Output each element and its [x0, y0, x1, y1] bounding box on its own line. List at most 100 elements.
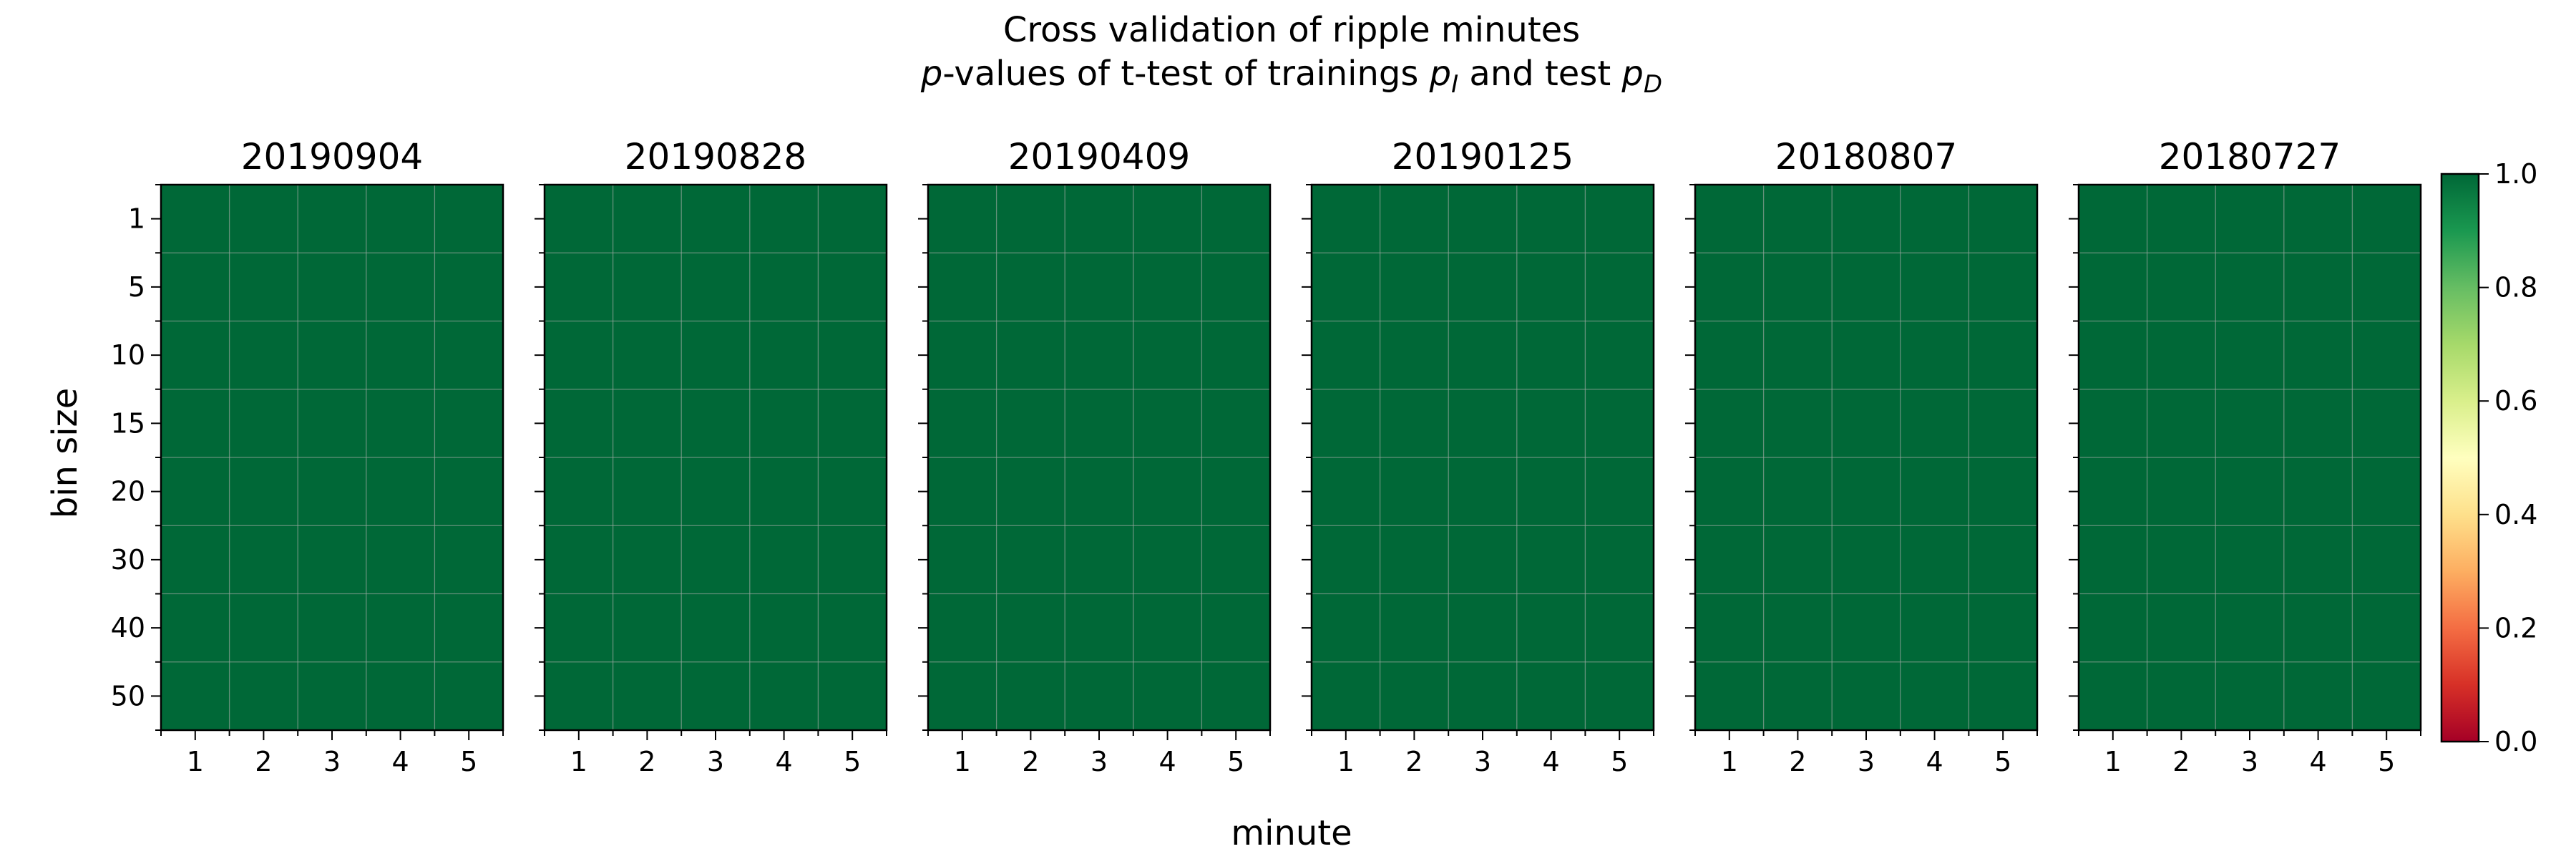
colorbar-gradient: [2440, 173, 2480, 743]
heatmap-cell: [1201, 321, 1271, 390]
heatmap-cell: [1201, 389, 1271, 458]
heatmap-cell: [229, 321, 298, 390]
heatmap-cell: [2147, 661, 2216, 731]
heatmap-cell: [434, 525, 504, 595]
x-tick-label: 3: [2241, 746, 2258, 777]
figure-title-line1: Cross validation of ripple minutes: [1003, 10, 1580, 50]
panel-title: 20190904: [241, 136, 424, 178]
heatmap-cell: [818, 661, 887, 731]
colorbar-tick-label: 0.8: [2494, 272, 2537, 304]
heatmap-cell: [2352, 457, 2421, 526]
heatmap-cell: [1133, 253, 1202, 322]
heatmap-cell: [818, 321, 887, 390]
heatmap-cell: [2147, 457, 2216, 526]
heatmap-cell: [434, 321, 504, 390]
heatmap-cell: [2352, 253, 2421, 322]
x-tick-label: 2: [255, 746, 272, 777]
heatmap-cell: [161, 389, 230, 458]
heatmap-cell: [749, 661, 819, 731]
heatmap-cell: [928, 253, 997, 322]
heatmap-cell: [749, 389, 819, 458]
heatmap-cell: [2352, 661, 2421, 731]
heatmap-cell: [996, 253, 1065, 322]
x-tick-label: 4: [1159, 746, 1176, 777]
heatmap-cell: [161, 321, 230, 390]
heatmap-cell: [1380, 457, 1449, 526]
heatmap-cell: [1448, 661, 1518, 731]
x-tick-label: 3: [323, 746, 341, 777]
heatmap-cell: [1968, 593, 2038, 663]
heatmap-cell: [1448, 593, 1518, 663]
heatmap-cell: [1695, 185, 1765, 253]
heatmap-cell: [1763, 185, 1833, 253]
heatmap-cell: [1763, 321, 1833, 390]
heatmap-cell: [434, 185, 504, 253]
heatmap-cell: [1900, 593, 1969, 663]
heatmap-cell: [1968, 185, 2038, 253]
heatmap-cell: [1832, 321, 1901, 390]
heatmap-cell: [1448, 185, 1518, 253]
heatmap-cell: [1380, 185, 1449, 253]
title-p-symbol: p: [1429, 54, 1451, 94]
heatmap-cell: [229, 389, 298, 458]
heatmap-cell: [1380, 389, 1449, 458]
heatmap-cell: [366, 253, 435, 322]
heatmap-cell: [2147, 253, 2216, 322]
heatmap-cell: [2215, 661, 2285, 731]
panel-title: 20190828: [625, 136, 807, 178]
heatmap-cell: [749, 525, 819, 595]
heatmap-cell: [1900, 321, 1969, 390]
heatmap-cell: [1763, 593, 1833, 663]
heatmap-cell: [2283, 593, 2353, 663]
heatmap-cell: [1065, 525, 1134, 595]
heatmap-cell: [1065, 593, 1134, 663]
heatmap-cell: [1065, 389, 1134, 458]
heatmap-cell: [1448, 321, 1518, 390]
y-tick-label: 1: [128, 203, 145, 235]
title-segment: and test: [1458, 54, 1621, 94]
x-tick-label: 5: [1994, 746, 2011, 777]
heatmap-cell: [1133, 457, 1202, 526]
x-tick-label: 1: [2104, 746, 2122, 777]
heatmap-cell: [2283, 389, 2353, 458]
heatmap-cell: [1380, 253, 1449, 322]
heatmap-cell: [1516, 525, 1586, 595]
panel-title: 20190125: [1392, 136, 1574, 178]
heatmap-cell: [1968, 253, 2038, 322]
y-tick-label: 40: [111, 612, 145, 644]
heatmap-cell: [613, 389, 682, 458]
colorbar-tick-label: 1.0: [2494, 158, 2537, 190]
heatmap-cell: [1900, 389, 1969, 458]
heatmap-cell: [1380, 661, 1449, 731]
heatmap-panel: 20190125 1 2 3 4 5: [1302, 136, 1655, 777]
heatmap-cell: [1133, 389, 1202, 458]
colorbar-tick-label: 0.6: [2494, 385, 2537, 417]
heatmap-panel: 20190828 1 2 3 4 5: [535, 136, 888, 777]
heatmap-cell: [1380, 525, 1449, 595]
heatmap-cell: [434, 253, 504, 322]
heatmap-cell: [818, 185, 887, 253]
x-axis-label: minute: [1231, 813, 1352, 853]
x-tick-label: 2: [2172, 746, 2190, 777]
heatmap-cell: [2079, 321, 2148, 390]
heatmap-cell: [1832, 185, 1901, 253]
heatmap-cell: [1585, 525, 1654, 595]
y-tick-label: 20: [111, 476, 145, 508]
heatmap-cell: [928, 321, 997, 390]
heatmap-cell: [1900, 253, 1969, 322]
heatmap-cell: [1763, 661, 1833, 731]
heatmap-cell: [2215, 525, 2285, 595]
heatmap-cell: [2079, 253, 2148, 322]
colorbar-tick-label: 0.4: [2494, 499, 2537, 530]
heatmap-cell: [1695, 253, 1765, 322]
heatmap-cell: [1832, 525, 1901, 595]
y-axis-label: bin size: [45, 388, 85, 519]
heatmap-cell: [749, 593, 819, 663]
heatmap-cell: [996, 593, 1065, 663]
heatmap-cell: [1312, 457, 1381, 526]
colorbar-tick-label: 0.2: [2494, 612, 2537, 644]
x-tick-label: 2: [1789, 746, 1806, 777]
heatmap-cell: [1832, 389, 1901, 458]
heatmap-cell: [1900, 661, 1969, 731]
